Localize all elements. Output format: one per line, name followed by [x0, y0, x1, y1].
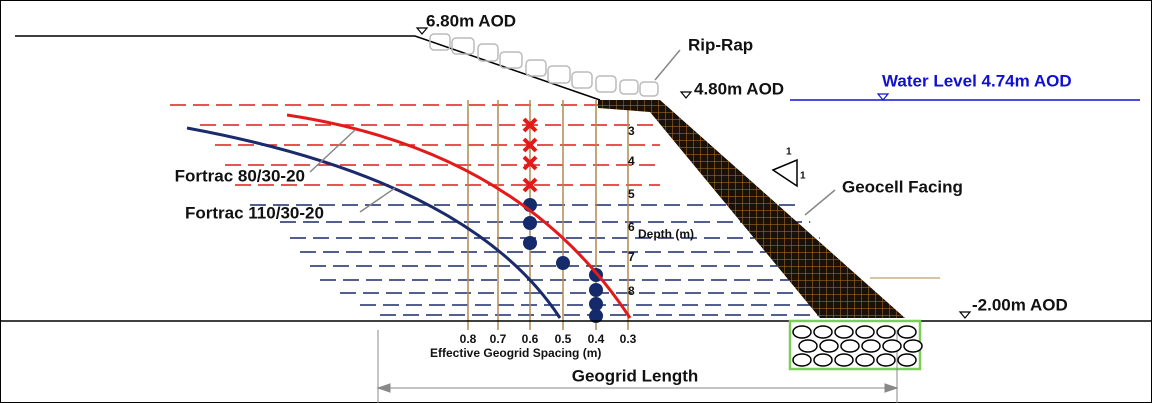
dot-marker — [589, 309, 603, 323]
x-marker — [522, 137, 538, 153]
spacing-label: 0.6 — [522, 332, 539, 346]
rock — [813, 325, 833, 339]
depth-label: 7 — [628, 250, 635, 264]
top-level-label: 6.80m AOD — [426, 11, 516, 30]
rock — [834, 353, 854, 367]
rock — [876, 325, 896, 339]
geocell-label: Geocell Facing — [842, 177, 963, 196]
rock — [861, 339, 881, 353]
rock — [855, 325, 875, 339]
slope-triangle — [771, 158, 798, 188]
fortrac-80-curve — [286, 113, 632, 319]
spacing-label: 0.4 — [588, 332, 605, 346]
spacing-label: 0.8 — [460, 332, 477, 346]
spacing-label: 0.5 — [555, 332, 572, 346]
rock — [840, 339, 860, 353]
fortrac-80-label: Fortrac 80/30-20 — [175, 166, 305, 185]
rip-rap-label: Rip-Rap — [688, 35, 753, 54]
crest-level-label: 4.80m AOD — [694, 79, 784, 98]
rock — [813, 353, 833, 367]
rock — [897, 353, 917, 367]
water-level-label: Water Level 4.74m AOD — [882, 71, 1072, 90]
depth-label: 8 — [628, 284, 635, 298]
dot-marker — [589, 297, 603, 311]
rock — [792, 325, 812, 339]
rock — [897, 325, 917, 339]
depth-label: 5 — [628, 187, 635, 201]
dot-marker — [523, 216, 537, 230]
spacing-axis-label: Effective Geogrid Spacing (m) — [430, 346, 601, 360]
slope-h-label: 1 — [800, 171, 806, 182]
x-marker — [522, 177, 538, 193]
depth-label: 4 — [628, 154, 635, 168]
rock — [834, 325, 854, 339]
depth-axis-label: Depth (m) — [638, 227, 694, 241]
geogrid-length-label: Geogrid Length — [572, 366, 699, 385]
rocks — [792, 325, 923, 367]
spacing-label: 0.3 — [620, 332, 637, 346]
rip-rap-stones — [429, 33, 659, 97]
rock — [798, 339, 818, 353]
dimension — [376, 330, 899, 403]
spacing-label: 0.7 — [490, 332, 507, 346]
depth-label: 6 — [628, 220, 635, 234]
dot-marker — [523, 236, 537, 250]
base-level-label: -2.00m AOD — [972, 295, 1068, 314]
slope-v-label: 1 — [786, 147, 792, 158]
level-markers — [415, 27, 972, 319]
fortrac-110-curve — [186, 126, 562, 319]
rock — [855, 353, 875, 367]
rock — [819, 339, 839, 353]
fortrac-110-label: Fortrac 110/30-20 — [185, 203, 324, 222]
ground-profile — [15, 35, 601, 101]
x-marker — [522, 117, 538, 133]
depth-label: 3 — [628, 124, 635, 138]
rock — [792, 353, 812, 367]
x-marker — [522, 155, 538, 171]
dot-marker — [589, 283, 603, 297]
rock — [876, 353, 896, 367]
dot-marker — [556, 256, 570, 270]
geocell-facing — [598, 100, 905, 318]
rock — [903, 339, 923, 353]
rock — [882, 339, 902, 353]
leader-lines — [309, 49, 836, 216]
